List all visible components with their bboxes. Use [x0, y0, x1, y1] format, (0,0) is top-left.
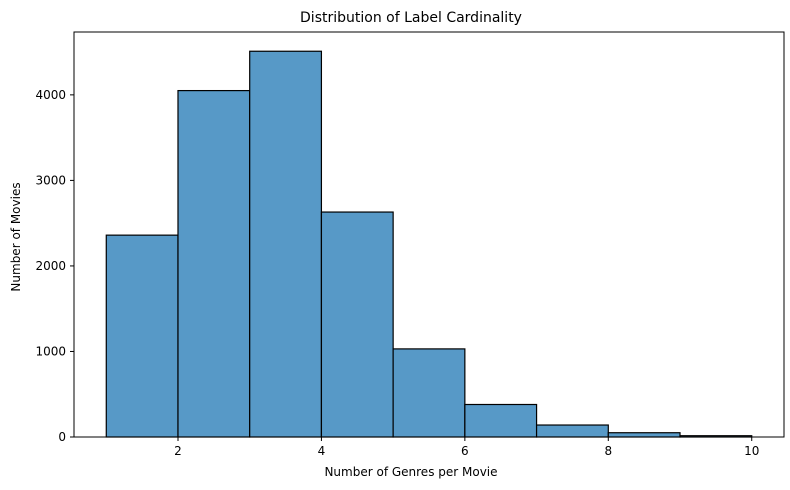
plot-frame — [73, 31, 785, 438]
y-tick-label-4000: 4000 — [35, 88, 66, 102]
chart-title: Distribution of Label Cardinality — [300, 10, 522, 26]
x-tick-label-6: 6 — [461, 444, 469, 458]
histogram-bar-6 — [464, 403, 538, 438]
x-tick-label-8: 8 — [604, 444, 612, 458]
y-tick-label-2000: 2000 — [35, 259, 66, 273]
x-tick-label-10: 10 — [744, 444, 759, 458]
histogram-bar-5 — [392, 348, 466, 438]
axes-group: 2 4 6 8 10 0 1000 2000 3000 4000 — [35, 31, 785, 458]
x-tick-label-2: 2 — [174, 444, 182, 458]
histogram-bar-4 — [320, 211, 394, 438]
histogram-bar-3 — [249, 50, 323, 438]
x-axis-label: Number of Genres per Movie — [324, 465, 497, 479]
histogram-bar-1 — [105, 234, 179, 438]
bars-group — [105, 50, 753, 438]
y-tick-label-3000: 3000 — [35, 173, 66, 187]
histogram-bar-2 — [177, 89, 251, 438]
y-axis-label: Number of Movies — [9, 182, 23, 291]
histogram-bar-7 — [535, 424, 609, 438]
histogram-bar-8 — [607, 432, 681, 438]
y-tick-label-0: 0 — [58, 430, 66, 444]
x-tick-label-4: 4 — [318, 444, 326, 458]
y-tick-label-1000: 1000 — [35, 344, 66, 358]
